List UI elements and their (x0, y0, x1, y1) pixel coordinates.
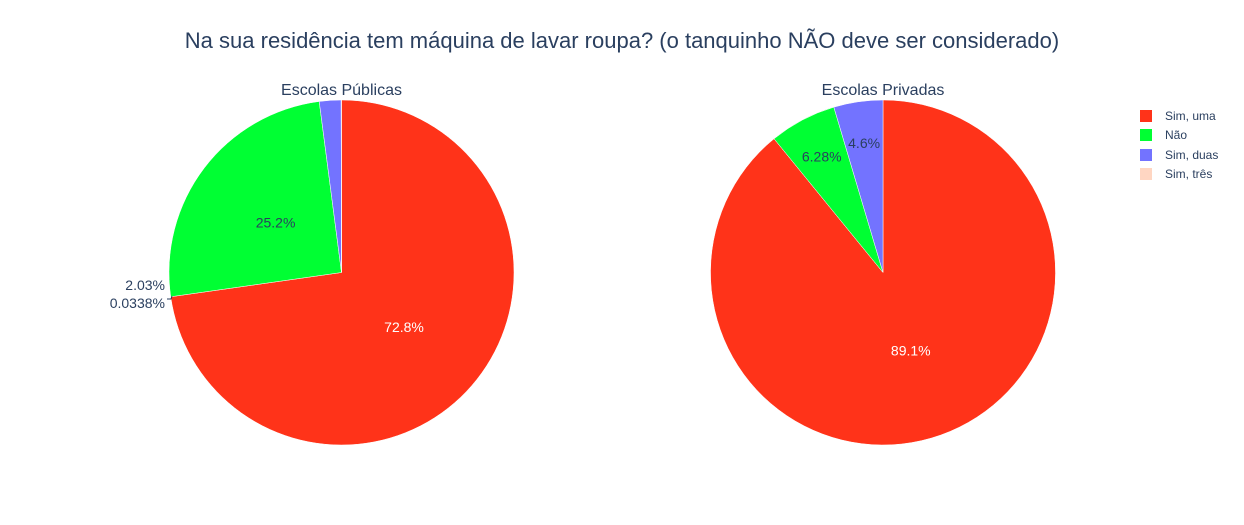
legend-swatch-sim-tres (1140, 168, 1152, 180)
slice-label-sim-uma: 89.1% (891, 343, 931, 359)
legend-label-sim-tres: Sim, três (1165, 167, 1212, 181)
slice-label-nao: 25.2% (256, 214, 296, 230)
pie-escolas-privadas: Escolas Privadas 89.1% 6.28% 4.6% (711, 82, 1056, 445)
pie-subtitle: Escolas Públicas (281, 82, 402, 99)
slice-label-sim-tres: 0.0338% (110, 295, 165, 311)
legend-item-nao[interactable]: Não (1138, 126, 1218, 146)
slice-label-sim-uma: 72.8% (384, 319, 424, 335)
pie-escolas-publicas: Escolas Públicas 72.8% 25.2% 2.03% 0.0338% (110, 82, 514, 445)
legend-label-sim-uma: Sim, uma (1165, 109, 1216, 123)
legend-swatch-nao (1140, 129, 1152, 141)
legend-swatch-sim-uma (1140, 110, 1152, 122)
slice-nao[interactable] (169, 101, 341, 296)
legend-item-sim-uma[interactable]: Sim, uma (1138, 106, 1218, 126)
legend-label-sim-duas: Sim, duas (1165, 148, 1218, 162)
slice-label-sim-duas: 2.03% (125, 277, 165, 293)
slice-label-nao: 6.28% (802, 149, 842, 165)
legend-item-sim-tres[interactable]: Sim, três (1138, 165, 1218, 185)
legend-swatch-sim-duas (1140, 149, 1152, 161)
legend: Sim, uma Não Sim, duas Sim, três (1138, 106, 1218, 184)
pie-subtitle: Escolas Privadas (822, 82, 945, 99)
legend-item-sim-duas[interactable]: Sim, duas (1138, 145, 1218, 165)
legend-label-nao: Não (1165, 128, 1187, 142)
slice-label-sim-duas: 4.6% (848, 135, 880, 151)
